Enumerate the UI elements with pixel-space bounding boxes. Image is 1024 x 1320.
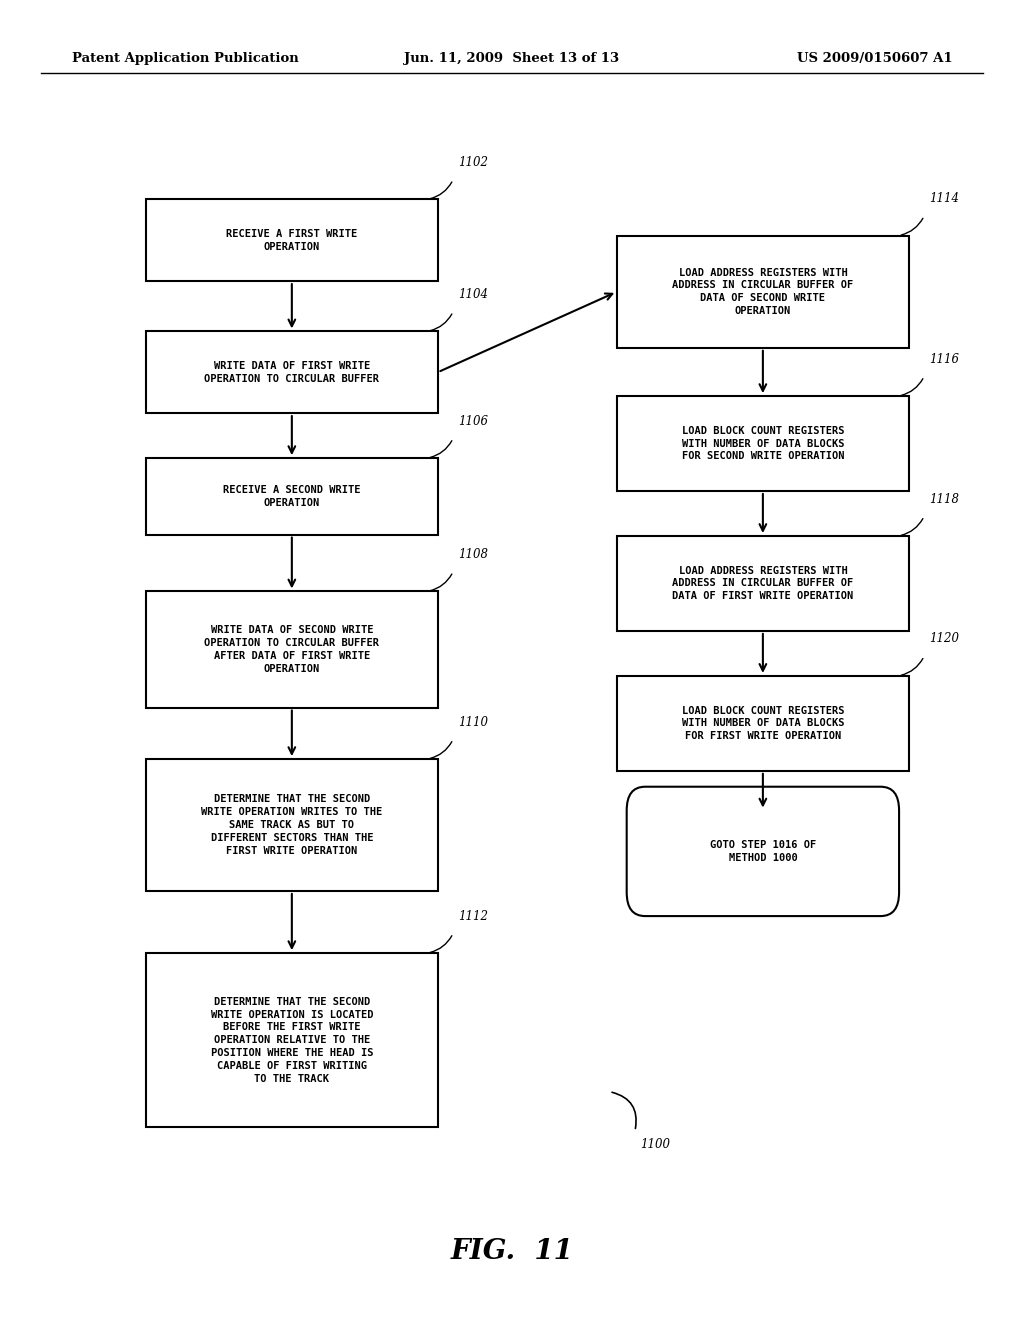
- Text: 1116: 1116: [930, 352, 959, 366]
- Text: RECEIVE A SECOND WRITE
OPERATION: RECEIVE A SECOND WRITE OPERATION: [223, 484, 360, 508]
- Text: 1102: 1102: [459, 156, 488, 169]
- Text: LOAD ADDRESS REGISTERS WITH
ADDRESS IN CIRCULAR BUFFER OF
DATA OF FIRST WRITE OP: LOAD ADDRESS REGISTERS WITH ADDRESS IN C…: [672, 566, 854, 601]
- Bar: [616, 396, 909, 491]
- Text: 1114: 1114: [930, 193, 959, 205]
- Text: 1104: 1104: [459, 288, 488, 301]
- Text: 1100: 1100: [640, 1138, 670, 1151]
- Text: 1118: 1118: [930, 492, 959, 506]
- Bar: [616, 676, 909, 771]
- Text: Patent Application Publication: Patent Application Publication: [72, 51, 298, 65]
- Text: 1112: 1112: [459, 909, 488, 923]
- Bar: [145, 331, 438, 413]
- Bar: [145, 759, 438, 891]
- Text: WRITE DATA OF SECOND WRITE
OPERATION TO CIRCULAR BUFFER
AFTER DATA OF FIRST WRIT: WRITE DATA OF SECOND WRITE OPERATION TO …: [205, 626, 379, 673]
- Bar: [145, 199, 438, 281]
- Text: 1106: 1106: [459, 414, 488, 428]
- FancyBboxPatch shape: [627, 787, 899, 916]
- Text: DETERMINE THAT THE SECOND
WRITE OPERATION IS LOCATED
BEFORE THE FIRST WRITE
OPER: DETERMINE THAT THE SECOND WRITE OPERATIO…: [211, 997, 373, 1084]
- Text: 1108: 1108: [459, 548, 488, 561]
- Text: RECEIVE A FIRST WRITE
OPERATION: RECEIVE A FIRST WRITE OPERATION: [226, 228, 357, 252]
- Bar: [145, 591, 438, 708]
- Text: DETERMINE THAT THE SECOND
WRITE OPERATION WRITES TO THE
SAME TRACK AS BUT TO
DIF: DETERMINE THAT THE SECOND WRITE OPERATIO…: [201, 795, 383, 855]
- Text: WRITE DATA OF FIRST WRITE
OPERATION TO CIRCULAR BUFFER: WRITE DATA OF FIRST WRITE OPERATION TO C…: [205, 360, 379, 384]
- Text: FIG.  11: FIG. 11: [451, 1238, 573, 1265]
- Text: LOAD BLOCK COUNT REGISTERS
WITH NUMBER OF DATA BLOCKS
FOR SECOND WRITE OPERATION: LOAD BLOCK COUNT REGISTERS WITH NUMBER O…: [682, 426, 844, 461]
- Text: LOAD ADDRESS REGISTERS WITH
ADDRESS IN CIRCULAR BUFFER OF
DATA OF SECOND WRITE
O: LOAD ADDRESS REGISTERS WITH ADDRESS IN C…: [672, 268, 854, 315]
- Bar: [616, 536, 909, 631]
- Bar: [145, 953, 438, 1127]
- Bar: [616, 235, 909, 347]
- Bar: [145, 458, 438, 535]
- Text: US 2009/0150607 A1: US 2009/0150607 A1: [797, 51, 952, 65]
- Text: 1120: 1120: [930, 632, 959, 645]
- Text: GOTO STEP 1016 OF
METHOD 1000: GOTO STEP 1016 OF METHOD 1000: [710, 840, 816, 863]
- Text: LOAD BLOCK COUNT REGISTERS
WITH NUMBER OF DATA BLOCKS
FOR FIRST WRITE OPERATION: LOAD BLOCK COUNT REGISTERS WITH NUMBER O…: [682, 706, 844, 741]
- Text: Jun. 11, 2009  Sheet 13 of 13: Jun. 11, 2009 Sheet 13 of 13: [404, 51, 620, 65]
- Text: 1110: 1110: [459, 715, 488, 729]
